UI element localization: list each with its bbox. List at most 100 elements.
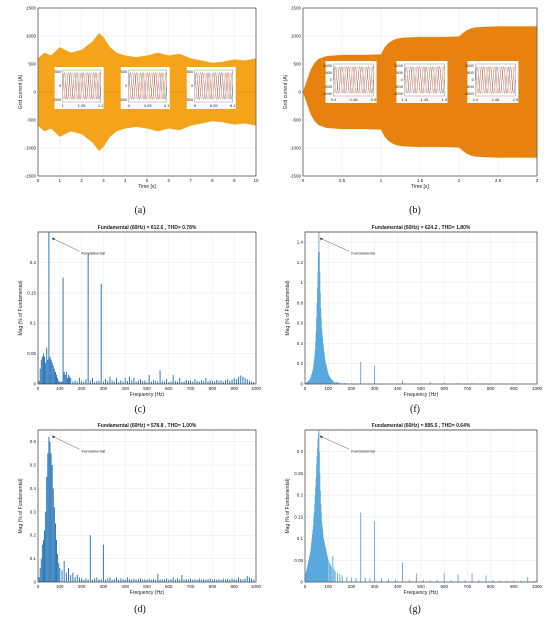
y-tick-label: 0 <box>298 90 301 95</box>
y-tick-label: 0.2 <box>30 260 37 265</box>
harmonic-bar <box>94 578 96 582</box>
inset-y-tick-label: -500 <box>395 84 404 89</box>
harmonic-bar <box>111 579 113 582</box>
harmonic-bar <box>464 580 466 582</box>
harmonic-bar <box>216 379 218 384</box>
harmonic-bar <box>331 380 333 384</box>
x-axis-label: Time [s] <box>138 184 156 190</box>
harmonic-bar <box>527 576 529 582</box>
harmonic-bar <box>74 380 76 384</box>
harmonic-bar <box>78 377 80 384</box>
harmonic-bar <box>309 378 311 384</box>
harmonic-bar <box>49 356 51 384</box>
annotation-arrow-head <box>52 435 56 439</box>
harmonic-bar <box>326 369 328 384</box>
inset-y-tick-label: 1000 <box>323 63 333 68</box>
inset-y-tick-label: -500 <box>466 84 475 89</box>
harmonic-bar <box>249 380 250 384</box>
harmonic-bar <box>38 577 40 582</box>
harmonic-bar <box>78 577 80 582</box>
harmonic-bar <box>89 380 91 384</box>
y-tick-label: 0.05 <box>27 351 36 356</box>
harmonic-bar <box>51 362 53 384</box>
harmonic-bar <box>319 292 321 384</box>
harmonic-bar <box>140 578 141 582</box>
harmonic-bar <box>50 453 52 582</box>
harmonic-bar <box>129 579 131 582</box>
harmonic-bar <box>311 374 312 384</box>
harmonic-bar <box>54 523 56 582</box>
harmonic-bar <box>124 579 126 582</box>
harmonic-bar <box>328 374 330 384</box>
harmonic-bar <box>323 347 325 384</box>
harmonic-bar <box>332 380 334 384</box>
harmonic-bar <box>321 333 323 384</box>
panel-label: (g) <box>409 604 421 615</box>
harmonic-bar <box>310 376 312 384</box>
y-tick-label: 1000 <box>26 34 37 39</box>
harmonic-bar <box>179 377 181 384</box>
harmonic-bar <box>177 381 178 384</box>
inset-x-tick-label: 0.5 <box>371 97 377 102</box>
inset-x-tick-label: 4 <box>128 103 131 108</box>
inset-y-tick-label: 1000 <box>394 63 404 68</box>
x-tick-label: 5 <box>146 178 149 183</box>
harmonic-bar <box>70 574 72 582</box>
x-tick-label: 0 <box>37 584 40 589</box>
harmonic-bar <box>309 379 311 384</box>
harmonic-bar <box>316 456 318 582</box>
harmonic-bar <box>305 382 307 384</box>
harmonic-bar <box>324 545 326 582</box>
harmonic-bar <box>318 232 320 384</box>
x-tick-label: 100 <box>324 386 332 391</box>
harmonic-bar <box>513 580 515 582</box>
harmonic-bar <box>113 579 115 582</box>
harmonic-bar <box>45 362 47 384</box>
inset-y-tick-label: 0 <box>191 83 194 88</box>
harmonic-bar <box>307 564 309 582</box>
harmonic-bar <box>306 381 308 384</box>
harmonic-bar <box>324 542 325 582</box>
harmonic-bar <box>457 382 459 384</box>
x-tick-label: 8 <box>211 178 214 183</box>
harmonic-bar <box>220 380 222 384</box>
harmonic-bar <box>44 356 45 384</box>
harmonic-bar <box>50 359 52 384</box>
inset-x-tick-label: 1.45 <box>421 97 430 102</box>
inset-y-tick-label: 0 <box>59 83 62 88</box>
harmonic-bar <box>38 380 40 384</box>
harmonic-bar <box>183 579 185 582</box>
harmonic-bar <box>107 380 109 384</box>
harmonic-bar <box>337 382 338 384</box>
harmonic-bar <box>105 379 107 384</box>
x-tick-label: 0 <box>37 178 40 183</box>
harmonic-bar <box>51 465 53 582</box>
y-tick-label: 0.25 <box>294 471 303 476</box>
chart-title: Fundamental (60Hz) = 578.8 , THD= 1.00% <box>98 423 197 429</box>
harmonic-bar <box>63 371 65 384</box>
harmonic-bar <box>198 578 200 582</box>
harmonic-bar <box>313 359 315 384</box>
harmonic-bar <box>69 376 71 384</box>
x-tick-label: 2 <box>80 178 83 183</box>
y-tick-label: 0.3 <box>30 509 37 514</box>
harmonic-bar <box>60 382 62 384</box>
harmonic-bar <box>116 577 117 582</box>
harmonic-bar <box>325 365 327 384</box>
inset-y-tick-label: -500 <box>53 97 62 102</box>
inset-phase-wave <box>475 66 516 94</box>
chart-title: Fundamental (60Hz) = 612.6 , THD= 0.78% <box>98 225 197 231</box>
harmonic-bar <box>320 308 322 384</box>
inset-phase-wave <box>475 66 516 94</box>
harmonic-bar <box>325 551 327 582</box>
inset-plot: 4 4.05 4.1 500 0 -500 <box>119 67 170 109</box>
harmonic-bar <box>328 375 330 384</box>
panel-label: (b) <box>409 205 421 216</box>
harmonic-bar <box>196 380 198 384</box>
harmonic-bar <box>341 575 343 582</box>
x-tick-label: 500 <box>417 386 425 391</box>
annotation-label: Fundamental <box>82 448 105 453</box>
harmonic-bar <box>369 578 371 582</box>
harmonic-bar <box>327 371 329 384</box>
y-tick-label: 1.2 <box>297 260 304 265</box>
